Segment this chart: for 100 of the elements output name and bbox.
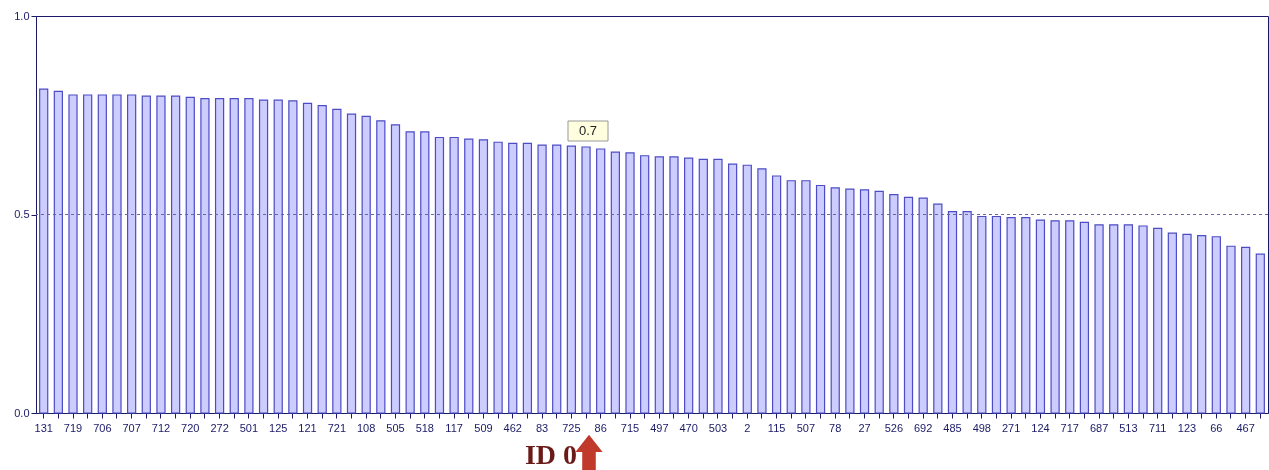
bar	[361, 115, 371, 414]
bar	[801, 180, 811, 414]
bar	[1065, 220, 1075, 414]
bar	[141, 95, 151, 414]
bar	[127, 94, 137, 414]
x-tick-label: 725	[562, 421, 581, 434]
x-tick-label: 509	[474, 421, 493, 434]
y-tick-label: 0.0	[14, 406, 30, 419]
bar	[933, 203, 943, 414]
bar	[39, 88, 49, 414]
bar	[112, 94, 122, 414]
bar	[244, 97, 254, 414]
x-tick-label: 513	[1119, 421, 1138, 434]
bar	[889, 194, 899, 414]
bar	[903, 196, 914, 414]
x-tick-label: 518	[415, 421, 434, 434]
x-tick-label: 505	[386, 421, 405, 434]
bar	[962, 211, 972, 414]
bar	[1255, 253, 1265, 414]
bar	[610, 151, 620, 414]
bar	[947, 211, 958, 414]
x-tick-label: 507	[796, 421, 816, 434]
bar	[68, 94, 78, 414]
bar	[214, 97, 225, 414]
bar	[1123, 224, 1134, 414]
bar	[1035, 219, 1046, 414]
x-tick-label: 721	[327, 421, 347, 434]
bar	[991, 215, 1002, 414]
bar	[156, 95, 166, 414]
bar	[669, 156, 679, 414]
x-tick-label: 124	[1031, 421, 1050, 434]
bar	[1153, 227, 1163, 414]
bar	[508, 142, 518, 414]
bar	[1006, 217, 1016, 414]
bar	[771, 175, 782, 414]
bar	[258, 99, 269, 414]
bar	[185, 96, 195, 414]
bar	[376, 120, 386, 414]
bar	[478, 139, 489, 414]
bar	[273, 99, 283, 414]
bar	[229, 97, 239, 414]
bar	[449, 136, 459, 414]
x-tick-label: 86	[594, 421, 607, 434]
bar	[1211, 236, 1221, 414]
bar	[830, 187, 840, 414]
x-tick-label: 687	[1089, 421, 1109, 434]
bar	[522, 142, 533, 414]
x-tick-label: 462	[503, 421, 522, 434]
bar	[727, 163, 738, 414]
bar	[684, 157, 694, 414]
bar	[845, 188, 855, 414]
bar	[493, 141, 503, 414]
bar	[83, 94, 93, 414]
x-tick-label: 117	[445, 421, 463, 434]
bar	[346, 113, 357, 414]
bar	[390, 124, 401, 414]
bar	[654, 156, 664, 414]
bar	[420, 131, 430, 414]
bar	[786, 180, 796, 414]
x-tick-label: 121	[298, 421, 317, 434]
bar	[640, 155, 650, 414]
y-tick-label: 1.0	[14, 9, 30, 22]
bar	[1138, 225, 1148, 414]
bar	[1079, 221, 1090, 414]
x-tick-label: 503	[708, 421, 728, 434]
x-tick-label: 692	[913, 421, 933, 434]
x-tick-label: 706	[93, 421, 112, 434]
bar	[977, 215, 987, 414]
bar	[1197, 234, 1207, 414]
bar	[918, 197, 928, 414]
bar	[1182, 233, 1192, 414]
bar	[742, 164, 752, 414]
x-tick-label: 78	[829, 421, 842, 434]
x-tick-label: 712	[151, 421, 171, 434]
x-tick-label: 115	[767, 421, 786, 434]
x-tick-label: 131	[34, 421, 53, 434]
x-tick-label: 720	[181, 421, 200, 434]
x-tick-label: 715	[620, 421, 640, 434]
bar	[405, 131, 415, 414]
x-tick-label: 83	[535, 421, 549, 434]
x-tick-label: 27	[858, 421, 871, 434]
bar	[434, 136, 445, 414]
bar	[757, 168, 767, 414]
bar	[815, 184, 826, 414]
bar	[1167, 232, 1177, 414]
bar	[1241, 246, 1251, 414]
x-tick-label: 272	[210, 421, 229, 434]
x-tick-label: 497	[650, 421, 669, 434]
x-tick-label: 707	[122, 421, 141, 434]
bar	[713, 158, 723, 414]
bar	[859, 189, 870, 414]
bar	[288, 100, 298, 414]
x-tick-label: 501	[239, 421, 259, 434]
bar	[581, 146, 591, 414]
bar	[317, 105, 327, 414]
x-tick-label: 467	[1236, 421, 1255, 434]
bar	[302, 102, 313, 414]
bar	[332, 108, 342, 414]
bar	[625, 152, 635, 414]
bar	[1021, 217, 1031, 414]
